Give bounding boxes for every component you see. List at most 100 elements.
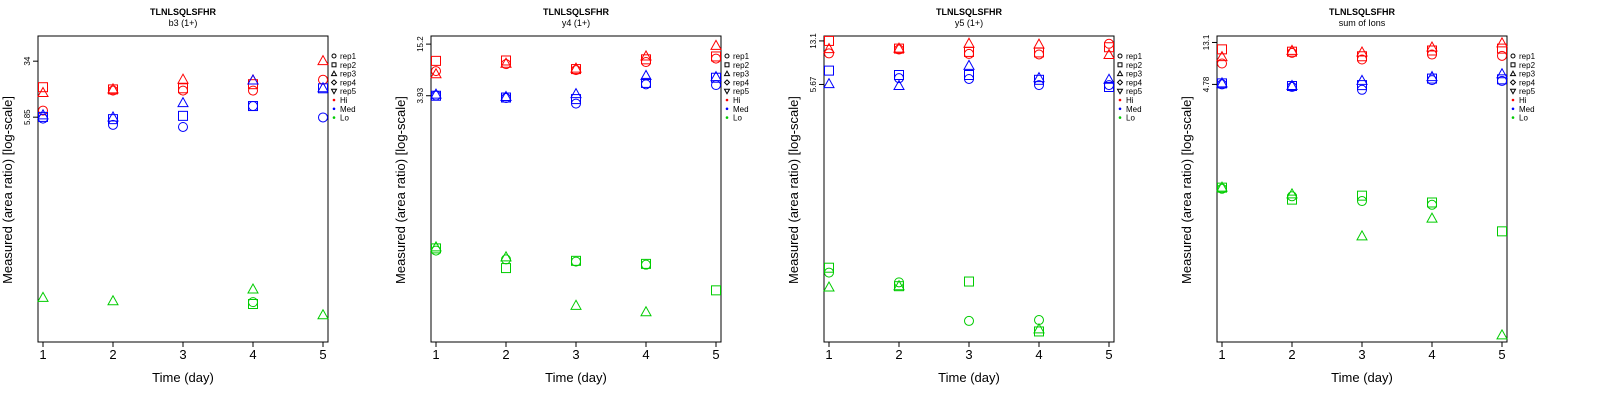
data-point [823,281,835,292]
data-point [1286,44,1298,55]
legend-label: rep1 [1126,52,1143,61]
data-point [570,299,582,310]
series-lo-rep3 [823,279,1045,334]
legend-label: Med [733,105,749,114]
data-point [823,77,835,89]
plot-frame [430,35,722,343]
data-point [894,70,904,81]
data-point [317,81,329,93]
legend-label: Lo [340,114,349,123]
data-point [107,294,119,306]
x-tick-label: 2 [895,347,902,362]
data-point [1216,181,1228,192]
legend-color-dot [1118,116,1122,119]
legend-marker [330,70,338,77]
legend-label: Med [340,105,356,114]
series-hi-rep3 [1216,36,1508,62]
legend-label: rep4 [1126,78,1143,87]
legend-label: Lo [1519,114,1528,123]
legend-label: Hi [1126,96,1134,105]
data-point [178,110,188,121]
data-point [177,73,189,84]
legend-marker [1509,70,1517,77]
series-med-rep3 [1216,67,1508,91]
series-lo-rep3 [1216,181,1508,340]
data-point [640,305,652,317]
x-axis-label: Time (day) [545,370,607,385]
legend-label: Lo [1126,114,1135,123]
data-point [1497,226,1507,237]
x-tick-label: 4 [1035,347,1042,362]
legend-marker [723,70,731,77]
data-point [37,108,49,120]
data-point [1427,199,1437,210]
x-tick-label: 4 [642,347,649,362]
data-point [1104,38,1114,49]
data-point [893,279,905,291]
data-point [964,46,974,57]
data-point [107,82,119,94]
legend-label: Hi [340,96,348,105]
series-med-rep2 [1217,73,1507,92]
legend-marker [331,62,337,68]
y-tick-label: 13.1 [1202,34,1211,50]
legend-marker [331,53,337,59]
legend-marker [724,53,730,59]
plot-frame [1216,35,1508,343]
data-point [824,48,834,59]
data-point [177,96,189,108]
legend-color-dot [725,116,729,119]
legend-color-dot [1511,98,1515,102]
legend-label: rep5 [1519,87,1536,96]
x-tick-label: 1 [1218,347,1225,362]
data-point [1034,47,1044,58]
data-point [178,85,188,96]
y-axis-label: Measured (area ratio) [log-scale] [1179,96,1194,284]
x-axis-label: Time (day) [1331,370,1393,385]
data-point [711,285,721,296]
data-point [1034,49,1044,60]
legend-color-dot [1118,107,1122,111]
legend-marker [724,62,730,68]
data-point [1496,328,1508,340]
x-tick-label: 2 [1288,347,1295,362]
legend-marker [1510,53,1516,59]
legend-label: rep2 [733,61,750,70]
chart-title: TLNLSQLSFHR [1329,7,1395,17]
data-point [1034,74,1044,85]
data-point [37,291,49,302]
legend-label: rep1 [1519,52,1536,61]
data-point [571,256,581,267]
series-med-rep2 [38,83,328,125]
data-point [641,77,651,88]
legend-label: rep5 [340,87,357,96]
data-point [317,54,329,66]
data-point [1496,36,1508,48]
series-lo-rep2 [431,243,721,296]
data-point [431,55,441,66]
chart-subtitle: y5 (1+) [955,18,983,28]
data-point [1103,73,1115,84]
legend-marker [723,79,731,86]
data-point [431,66,441,77]
data-point [500,90,512,102]
data-point [964,276,974,287]
data-point [641,57,651,68]
data-point [571,255,581,266]
chart-subtitle: y4 (1+) [562,18,590,28]
x-tick-label: 4 [249,347,256,362]
data-point [247,74,259,85]
series-lo-rep1 [1217,183,1437,210]
data-point [1357,80,1367,91]
data-point [963,37,975,48]
x-tick-label: 5 [1105,347,1112,362]
series-med-rep2 [431,72,721,105]
legend-label: Med [1126,105,1142,114]
data-point [964,70,974,81]
series-lo-rep2 [824,262,1044,337]
data-point [824,262,834,273]
x-tick-label: 3 [179,347,186,362]
